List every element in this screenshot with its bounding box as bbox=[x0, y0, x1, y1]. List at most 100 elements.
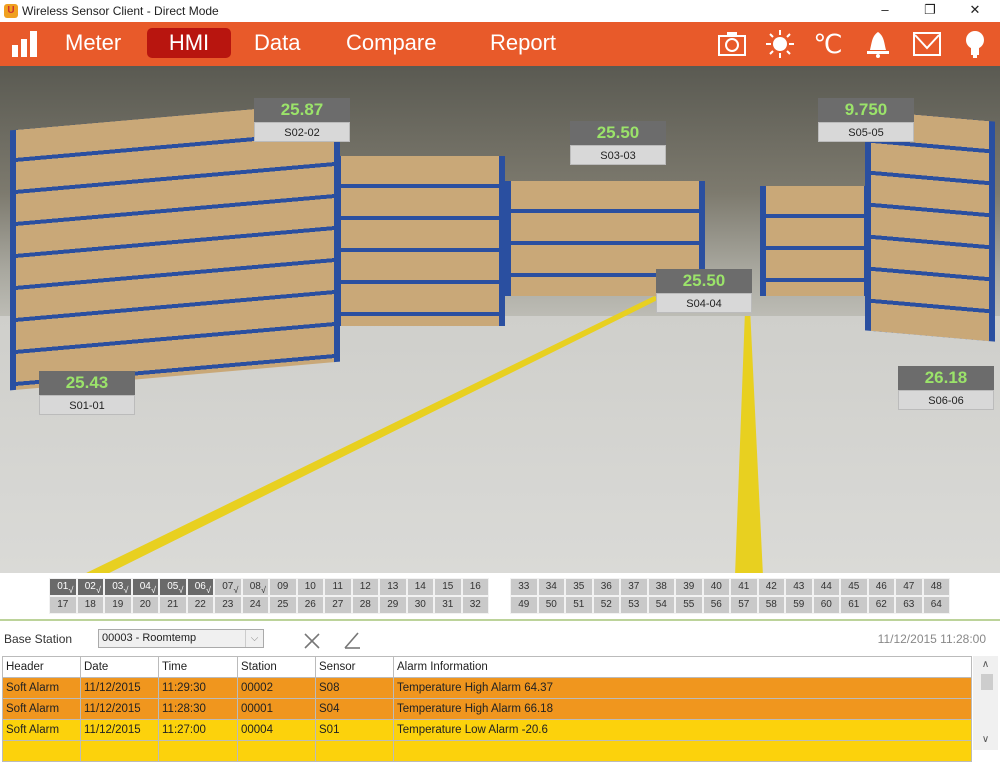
channel-20[interactable]: 20 bbox=[131, 596, 159, 614]
table-row[interactable] bbox=[2, 740, 972, 762]
table-row[interactable]: Soft Alarm 11/12/2015 11:27:00 00004 S01 Temp… bbox=[2, 719, 972, 741]
channel-39[interactable]: 39 bbox=[675, 578, 703, 596]
channel-10[interactable]: 10 bbox=[296, 578, 324, 596]
celsius-icon[interactable]: ℃ bbox=[813, 29, 843, 59]
channel-63[interactable]: 63 bbox=[895, 596, 923, 614]
sensor-tag[interactable]: 25.43 S01-01 bbox=[39, 371, 135, 415]
tab-meter[interactable]: Meter bbox=[65, 30, 122, 55]
channel-53[interactable]: 53 bbox=[620, 596, 648, 614]
close-icon[interactable] bbox=[303, 632, 321, 650]
column-header[interactable]: Header bbox=[2, 656, 81, 678]
channel-11[interactable]: 11 bbox=[324, 578, 352, 596]
column-header[interactable]: Station bbox=[237, 656, 316, 678]
channel-03[interactable]: 03 √ bbox=[104, 578, 132, 596]
channel-06[interactable]: 06 √ bbox=[186, 578, 214, 596]
channel-18[interactable]: 18 bbox=[76, 596, 104, 614]
column-header[interactable]: Alarm Information bbox=[393, 656, 972, 678]
channel-42[interactable]: 42 bbox=[757, 578, 785, 596]
channel-38[interactable]: 38 bbox=[647, 578, 675, 596]
scroll-up-icon[interactable]: ∧ bbox=[981, 659, 990, 670]
signal-bars-icon[interactable] bbox=[12, 31, 38, 57]
channel-56[interactable]: 56 bbox=[702, 596, 730, 614]
channel-02[interactable]: 02 √ bbox=[76, 578, 104, 596]
channel-22[interactable]: 22 bbox=[186, 596, 214, 614]
channel-24[interactable]: 24 bbox=[241, 596, 269, 614]
channel-30[interactable]: 30 bbox=[406, 596, 434, 614]
channel-60[interactable]: 60 bbox=[812, 596, 840, 614]
channel-23[interactable]: 23 bbox=[214, 596, 242, 614]
table-row[interactable]: Soft Alarm 11/12/2015 11:29:30 00002 S08 Temp… bbox=[2, 677, 972, 699]
bulb-icon[interactable] bbox=[959, 28, 991, 60]
channel-46[interactable]: 46 bbox=[867, 578, 895, 596]
channel-33[interactable]: 33 bbox=[510, 578, 538, 596]
channel-26[interactable]: 26 bbox=[296, 596, 324, 614]
close-button[interactable]: ✕ bbox=[969, 2, 981, 17]
sensor-tag[interactable]: 25.50 S03-03 bbox=[570, 121, 666, 165]
channel-07[interactable]: 07 √ bbox=[214, 578, 242, 596]
channel-61[interactable]: 61 bbox=[840, 596, 868, 614]
channel-50[interactable]: 50 bbox=[537, 596, 565, 614]
channel-54[interactable]: 54 bbox=[647, 596, 675, 614]
channel-51[interactable]: 51 bbox=[565, 596, 593, 614]
restore-button[interactable]: ❐ bbox=[924, 2, 936, 17]
channel-59[interactable]: 59 bbox=[785, 596, 813, 614]
edit-icon[interactable] bbox=[342, 630, 362, 650]
minimize-button[interactable]: – bbox=[881, 2, 889, 17]
camera-icon[interactable] bbox=[716, 28, 748, 60]
channel-58[interactable]: 58 bbox=[757, 596, 785, 614]
channel-14[interactable]: 14 bbox=[406, 578, 434, 596]
channel-55[interactable]: 55 bbox=[675, 596, 703, 614]
channel-16[interactable]: 16 bbox=[461, 578, 489, 596]
sensor-tag[interactable]: 9.750 S05-05 bbox=[818, 98, 914, 142]
column-header[interactable]: Date bbox=[80, 656, 159, 678]
channel-62[interactable]: 62 bbox=[867, 596, 895, 614]
channel-41[interactable]: 41 bbox=[730, 578, 758, 596]
channel-21[interactable]: 21 bbox=[159, 596, 187, 614]
channel-17[interactable]: 17 bbox=[49, 596, 77, 614]
channel-57[interactable]: 57 bbox=[730, 596, 758, 614]
channel-12[interactable]: 12 bbox=[351, 578, 379, 596]
channel-35[interactable]: 35 bbox=[565, 578, 593, 596]
scroll-down-icon[interactable]: ∨ bbox=[981, 734, 990, 745]
tab-hmi[interactable]: HMI bbox=[147, 28, 231, 58]
sensor-tag[interactable]: 25.87 S02-02 bbox=[254, 98, 350, 142]
channel-32[interactable]: 32 bbox=[461, 596, 489, 614]
channel-29[interactable]: 29 bbox=[379, 596, 407, 614]
chevron-down-icon[interactable]: ⌵ bbox=[245, 630, 263, 647]
channel-44[interactable]: 44 bbox=[812, 578, 840, 596]
tab-data[interactable]: Data bbox=[254, 30, 301, 55]
channel-09[interactable]: 09 bbox=[269, 578, 297, 596]
column-header[interactable]: Sensor bbox=[315, 656, 394, 678]
scrollbar[interactable]: ∧ ∨ bbox=[973, 656, 998, 750]
sensor-tag[interactable]: 26.18 S06-06 bbox=[898, 366, 994, 410]
channel-28[interactable]: 28 bbox=[351, 596, 379, 614]
channel-48[interactable]: 48 bbox=[922, 578, 950, 596]
table-row[interactable]: Soft Alarm 11/12/2015 11:28:30 00001 S04 Temp… bbox=[2, 698, 972, 720]
channel-04[interactable]: 04 √ bbox=[131, 578, 159, 596]
channel-64[interactable]: 64 bbox=[922, 596, 950, 614]
channel-01[interactable]: 01 √ bbox=[49, 578, 77, 596]
channel-25[interactable]: 25 bbox=[269, 596, 297, 614]
channel-31[interactable]: 31 bbox=[434, 596, 462, 614]
channel-05[interactable]: 05 √ bbox=[159, 578, 187, 596]
mail-icon[interactable] bbox=[911, 28, 943, 60]
channel-15[interactable]: 15 bbox=[434, 578, 462, 596]
channel-36[interactable]: 36 bbox=[592, 578, 620, 596]
column-header[interactable]: Time bbox=[158, 656, 238, 678]
tab-compare[interactable]: Compare bbox=[346, 30, 437, 55]
channel-45[interactable]: 45 bbox=[840, 578, 868, 596]
channel-19[interactable]: 19 bbox=[104, 596, 132, 614]
channel-40[interactable]: 40 bbox=[702, 578, 730, 596]
base-station-select[interactable]: 00003 - Roomtemp ⌵ bbox=[98, 629, 264, 648]
sun-icon[interactable] bbox=[764, 28, 796, 60]
channel-37[interactable]: 37 bbox=[620, 578, 648, 596]
channel-43[interactable]: 43 bbox=[785, 578, 813, 596]
channel-27[interactable]: 27 bbox=[324, 596, 352, 614]
channel-49[interactable]: 49 bbox=[510, 596, 538, 614]
channel-47[interactable]: 47 bbox=[895, 578, 923, 596]
channel-34[interactable]: 34 bbox=[537, 578, 565, 596]
channel-52[interactable]: 52 bbox=[592, 596, 620, 614]
channel-13[interactable]: 13 bbox=[379, 578, 407, 596]
scroll-thumb[interactable] bbox=[981, 674, 993, 690]
bell-icon[interactable] bbox=[862, 28, 894, 60]
